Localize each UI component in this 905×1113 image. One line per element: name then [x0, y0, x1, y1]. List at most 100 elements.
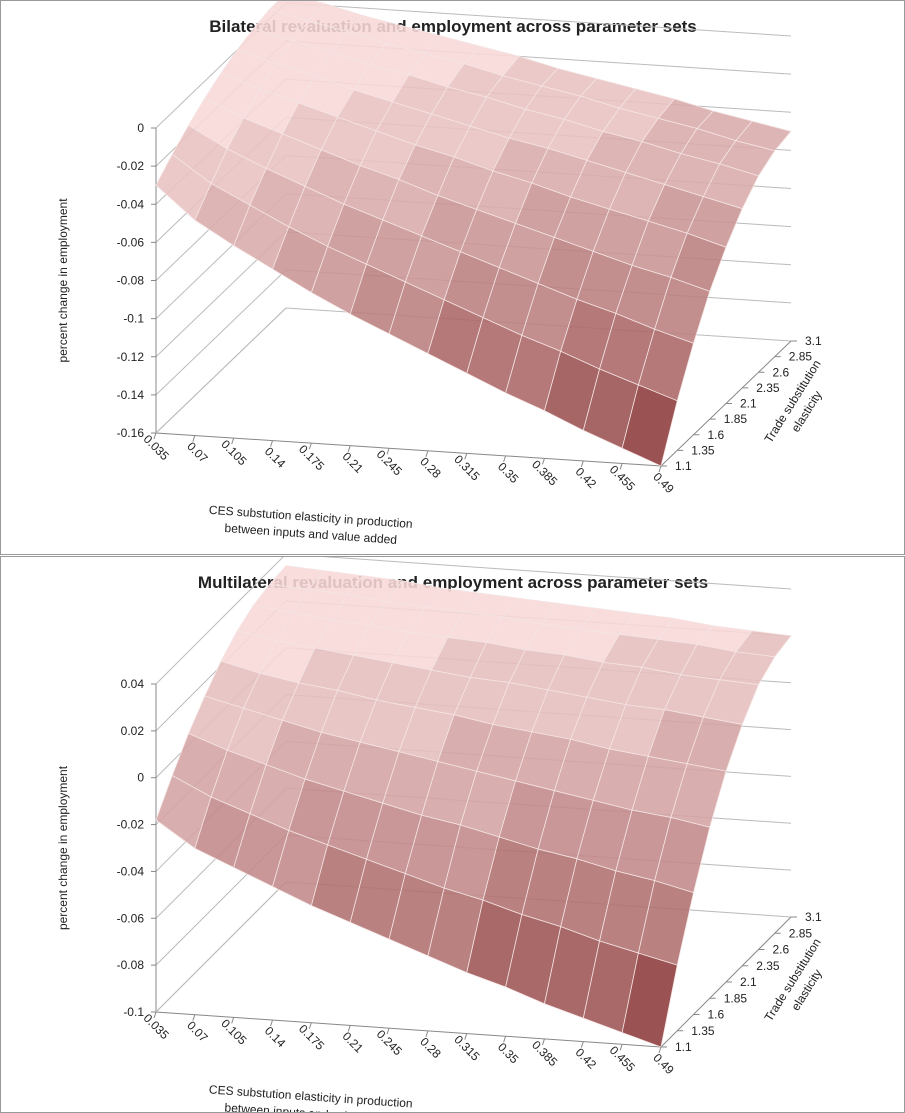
y-tick-label: 1.85	[724, 991, 748, 1005]
x-tick-label: 0.35	[495, 1040, 522, 1067]
x-tick-label: 0.42	[573, 1045, 600, 1072]
tick-mark	[658, 465, 662, 473]
chart: Bilateral revaluation and employment acr…	[56, 1, 825, 547]
z-tick-label: -0.04	[117, 197, 145, 211]
x-tick-label: 0.21	[340, 449, 367, 476]
tick-mark	[270, 440, 274, 447]
z-tick-label: -0.06	[117, 235, 145, 249]
x-tick-label: 0.35	[495, 460, 522, 487]
tick-mark	[308, 1022, 312, 1029]
x-tick-label: 0.315	[451, 452, 482, 483]
y-tick-label: 2.1	[740, 397, 757, 411]
z-tick-label: -0.12	[117, 350, 145, 364]
tick-mark	[153, 432, 157, 440]
x-axis-title: between inputs and value added	[224, 1100, 397, 1112]
tick-mark	[580, 460, 584, 468]
x-tick-label: 0.28	[417, 1035, 444, 1062]
x-tick-label: 0.245	[374, 1027, 405, 1058]
x-tick-label: 0.385	[529, 1038, 560, 1069]
tick-mark	[658, 1046, 662, 1054]
tick-mark	[231, 437, 235, 445]
tick-mark	[425, 1030, 429, 1038]
x-tick-label: 0.245	[374, 447, 405, 478]
y-tick-label: 1.1	[675, 1040, 692, 1054]
x-tick-label: 0.385	[529, 457, 560, 488]
tick-mark	[386, 448, 390, 455]
surface	[155, 1, 792, 467]
tick-mark	[308, 442, 312, 450]
y-tick-label: 2.1	[740, 975, 757, 989]
y-tick-label: 2.6	[773, 365, 790, 379]
z-tick-label: -0.02	[117, 818, 145, 832]
x-tick-label: 0.035	[141, 1011, 172, 1042]
tick-mark	[464, 1033, 468, 1040]
grid-line	[155, 557, 792, 685]
tick-mark	[619, 463, 623, 470]
x-tick-label: 0.175	[296, 1022, 327, 1053]
z-tick-label: 0	[137, 121, 144, 135]
z-tick-label: -0.1	[123, 312, 144, 326]
z-tick-label: 0	[137, 771, 144, 785]
z-tick-label: -0.08	[117, 958, 145, 972]
x-tick-label: 0.105	[218, 437, 249, 468]
tick-mark	[464, 453, 468, 460]
y-tick-label: 3.1	[805, 334, 822, 348]
tick-mark	[153, 1011, 157, 1019]
y-tick-label: 3.1	[805, 910, 822, 924]
z-tick-label: -0.16	[117, 426, 145, 440]
tick-mark	[619, 1044, 623, 1051]
x-tick-label: 0.035	[141, 432, 172, 463]
x-tick-label: 0.14	[262, 1024, 289, 1051]
y-tick-label: 2.85	[789, 350, 813, 364]
chart-panel: Multilateral revaluation and employment …	[0, 556, 905, 1113]
z-tick-label: -0.08	[117, 274, 145, 288]
z-axis-title: percent change in employment	[56, 765, 70, 930]
z-tick-label: -0.1	[123, 1005, 144, 1019]
tick-mark	[503, 455, 507, 463]
y-tick-label: 1.35	[691, 1024, 715, 1038]
y-tick-label: 1.6	[708, 428, 725, 442]
z-tick-label: 0.04	[121, 677, 145, 691]
x-tick-label: 0.14	[262, 444, 289, 471]
x-tick-label: 0.21	[340, 1029, 367, 1056]
x-tick-label: 0.105	[218, 1016, 249, 1047]
tick-mark	[386, 1027, 390, 1035]
x-tick-label: 0.28	[417, 454, 444, 481]
y-tick-label: 1.35	[691, 443, 715, 457]
y-tick-label: 1.1	[675, 459, 692, 473]
tick-mark	[347, 1025, 351, 1032]
y-tick-label: 1.85	[724, 412, 748, 426]
tick-mark	[580, 1041, 584, 1048]
x-tick-label: 0.07	[184, 1018, 211, 1045]
chart-panel: Bilateral revaluation and employment acr…	[0, 0, 905, 555]
y-tick-label: 2.35	[756, 381, 780, 395]
tick-mark	[541, 458, 545, 465]
surface	[155, 565, 792, 1048]
y-tick-label: 2.85	[789, 926, 813, 940]
x-tick-label: 0.42	[573, 465, 600, 492]
tick-mark	[503, 1036, 507, 1043]
tick-mark	[270, 1019, 274, 1027]
z-tick-label: -0.06	[117, 911, 145, 925]
tick-mark	[192, 1014, 196, 1021]
tick-mark	[347, 445, 351, 452]
chart: Multilateral revaluation and employment …	[56, 557, 825, 1112]
x-tick-label: 0.455	[607, 1043, 638, 1074]
tick-mark	[425, 450, 429, 457]
x-tick-label: 0.07	[184, 439, 211, 466]
surface-cell	[621, 384, 678, 467]
tick-mark	[541, 1038, 545, 1046]
x-tick-label: 0.49	[650, 470, 677, 497]
tick-mark	[231, 1017, 235, 1024]
axis-line	[155, 881, 287, 1013]
x-tick-label: 0.455	[607, 462, 638, 493]
x-tick-label: 0.49	[650, 1051, 677, 1078]
z-tick-label: -0.14	[117, 388, 145, 402]
surface-cell	[621, 952, 678, 1048]
axis-line	[155, 307, 287, 434]
z-tick-label: 0.02	[121, 724, 145, 738]
y-tick-label: 1.6	[708, 1008, 725, 1022]
z-tick-label: -0.02	[117, 159, 145, 173]
y-tick-label: 2.35	[756, 959, 780, 973]
